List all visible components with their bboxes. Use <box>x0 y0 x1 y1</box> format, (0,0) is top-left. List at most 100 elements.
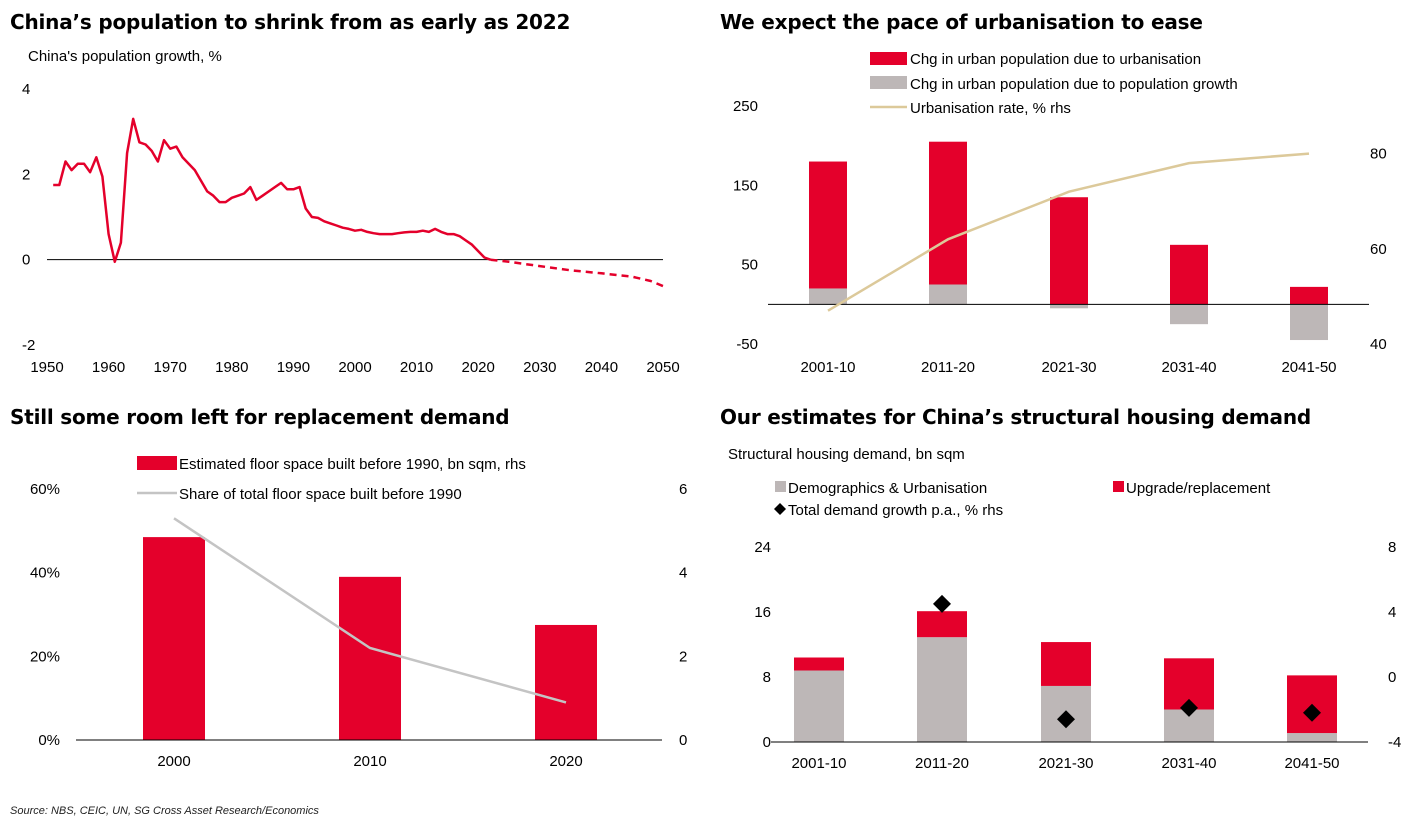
chart1-xtick-label: 2010 <box>400 359 433 376</box>
chart2-bar-population-growth <box>1050 304 1088 309</box>
chart4-legend-swatch-demand-growth <box>774 503 786 515</box>
chart3-legend-label: Estimated floor space built before 1990,… <box>179 456 526 473</box>
chart3-xtick-label: 2010 <box>353 753 386 770</box>
chart4-demand-growth-marker <box>1057 710 1075 729</box>
chart4-y2tick-label: 0 <box>1388 669 1396 686</box>
chart4-xtick-label: 2031-40 <box>1161 755 1216 772</box>
chart1-xtick-label: 1970 <box>154 359 187 376</box>
chart1-xtick-label: 2040 <box>585 359 618 376</box>
chart2-legend-swatch-urbanisation <box>870 52 907 65</box>
chart4-bar-upgrade <box>794 657 844 671</box>
chart3-y2tick-label: 6 <box>679 481 687 498</box>
chart2-bar-urbanisation <box>1290 286 1328 305</box>
chart3-bar-floor-space <box>535 624 597 740</box>
chart3-legend-swatch-floor-space <box>137 456 177 470</box>
chart4-demand-growth-marker <box>1303 703 1321 722</box>
chart1-xtick-label: 1990 <box>277 359 310 376</box>
chart2-bar-population-growth <box>1170 304 1208 325</box>
chart1-ytick-label: 2 <box>22 166 30 183</box>
chart4-xtick-label: 2021-30 <box>1038 755 1093 772</box>
chart1-xtick-label: 1980 <box>215 359 248 376</box>
chart1-xtick-label: 2020 <box>462 359 495 376</box>
chart4-ylabel: Structural housing demand, bn sqm <box>728 446 965 463</box>
chart4-ytick-label: 16 <box>754 604 771 621</box>
chart2-xtick-label: 2031-40 <box>1161 359 1216 376</box>
chart3-ytick-label: 0% <box>38 732 60 749</box>
chart4-bar-demographics <box>794 670 844 742</box>
chart2-bar-urbanisation <box>929 141 967 285</box>
chart3-ytick-label: 40% <box>30 565 60 582</box>
chart2-legend-swatch-population <box>870 76 907 89</box>
chart2-legend-label: Chg in urban population due to urbanisat… <box>910 51 1201 68</box>
chart2-xtick-label: 2041-50 <box>1281 359 1336 376</box>
chart2-urbanisation-rate-line <box>827 152 1310 312</box>
chart2-xtick-label: 2001-10 <box>800 359 855 376</box>
chart3-bar-floor-space <box>339 576 401 740</box>
chart4-legend-label: Demographics & Urbanisation <box>788 480 987 497</box>
chart4-title: Our estimates for China’s structural hou… <box>720 405 1311 429</box>
chart2-y2tick-label: 40 <box>1370 336 1387 353</box>
chart1-xtick-label: 2050 <box>646 359 679 376</box>
chart4-demand-growth-marker <box>933 594 951 613</box>
chart4-xtick-label: 2001-10 <box>791 755 846 772</box>
chart4-ytick-label: 24 <box>754 539 771 556</box>
chart4-bar-upgrade <box>1041 642 1091 686</box>
chart3-ytick-label: 60% <box>30 481 60 498</box>
chart4-bar-demographics <box>917 637 967 742</box>
chart2-y2tick-label: 60 <box>1370 241 1387 258</box>
chart2-bar-urbanisation <box>1050 197 1088 305</box>
chart2-title: We expect the pace of urbanisation to ea… <box>720 10 1203 34</box>
chart4-xtick-label: 2011-20 <box>915 755 969 772</box>
chart2-ytick-label: 50 <box>741 257 758 274</box>
chart4-bar-upgrade <box>917 611 967 638</box>
chart3-y2tick-label: 0 <box>679 732 687 749</box>
chart1-xtick-label: 2000 <box>338 359 371 376</box>
chart3-xtick-label: 2020 <box>549 753 582 770</box>
chart2-y2tick-label: 80 <box>1370 146 1387 163</box>
chart2-bar-urbanisation <box>809 161 847 289</box>
chart2-bar-population-growth <box>1290 304 1328 341</box>
source-note: Source: NBS, CEIC, UN, SG Cross Asset Re… <box>10 805 319 817</box>
chart4-legend-swatch-upgrade <box>1113 481 1124 492</box>
chart3-y2tick-label: 4 <box>679 565 687 582</box>
chart2-bar-urbanisation <box>1170 244 1208 305</box>
chart4-legend-label: Total demand growth p.a., % rhs <box>788 502 1003 519</box>
chart3-bar-floor-space <box>143 537 205 740</box>
chart3-xtick-label: 2000 <box>157 753 190 770</box>
chart2-xtick-label: 2021-30 <box>1041 359 1096 376</box>
chart2-bar-population-growth <box>809 288 847 305</box>
chart2-bar-population-growth <box>929 284 967 305</box>
chart2-legend-label: Chg in urban population due to populatio… <box>910 76 1238 93</box>
chart1-ylabel: China's population growth, % <box>28 48 222 65</box>
chart1-ytick-label: 4 <box>22 81 30 98</box>
chart4-bar-demographics <box>1287 733 1337 742</box>
chart1-title: China’s population to shrink from as ear… <box>10 10 571 34</box>
chart2-ytick-label: 250 <box>733 98 758 115</box>
chart4-y2tick-label: 8 <box>1388 539 1396 556</box>
chart2-xtick-label: 2011-20 <box>921 359 975 376</box>
chart3-title: Still some room left for replacement dem… <box>10 405 510 429</box>
chart1-xtick-label: 1960 <box>92 359 125 376</box>
chart4-y2tick-label: -4 <box>1388 734 1401 751</box>
chart1-series-projection <box>490 258 664 288</box>
chart4-xtick-label: 2041-50 <box>1284 755 1339 772</box>
chart1-xtick-label: 2030 <box>523 359 556 376</box>
chart3-legend-label: Share of total floor space built before … <box>179 486 462 503</box>
chart1-series-historical <box>53 117 491 264</box>
chart4-demand-growth-marker <box>1180 698 1198 717</box>
chart3-share-line <box>173 517 567 704</box>
chart4-y2tick-label: 4 <box>1388 604 1396 621</box>
chart4-ytick-label: 8 <box>763 669 771 686</box>
chart3-y2tick-label: 2 <box>679 648 687 665</box>
chart1-xtick-label: 1950 <box>30 359 63 376</box>
chart1-ytick-label: 0 <box>22 252 30 269</box>
chart4-legend-swatch-demographics <box>775 481 786 492</box>
chart2-ytick-label: -50 <box>736 336 758 353</box>
chart4-legend-label: Upgrade/replacement <box>1126 480 1271 497</box>
chart1-ytick-label: -2 <box>22 337 35 354</box>
chart4-ytick-label: 0 <box>763 734 771 751</box>
chart3-ytick-label: 20% <box>30 648 60 665</box>
chart2-legend-label: Urbanisation rate, % rhs <box>910 100 1071 117</box>
chart2-ytick-label: 150 <box>733 177 758 194</box>
